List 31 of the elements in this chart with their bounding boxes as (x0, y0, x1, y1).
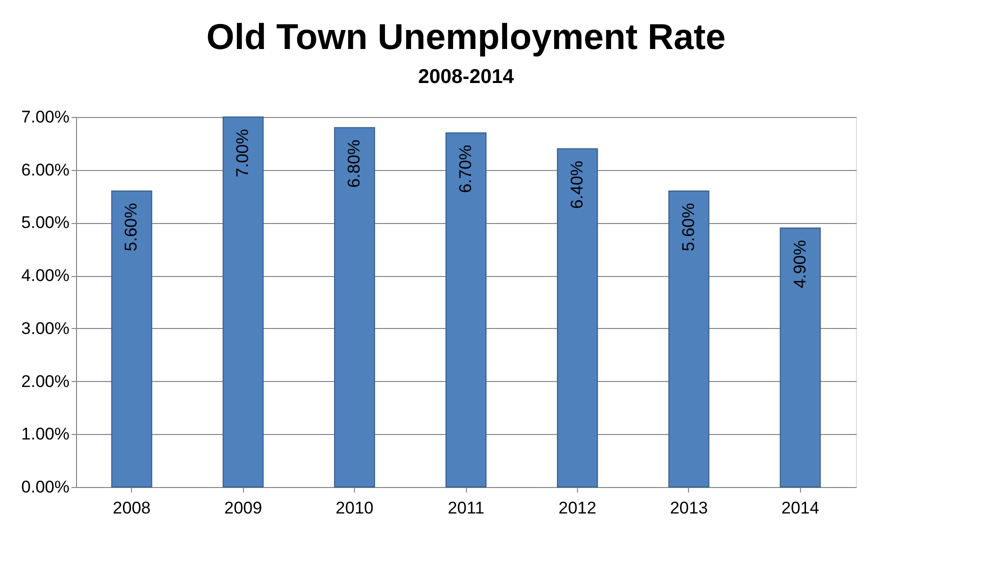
x-tick-label: 2014 (781, 498, 820, 518)
data-label: 4.90% (790, 240, 810, 288)
y-tick-label: 0.00% (21, 478, 70, 496)
x-tick-label: 2011 (448, 498, 484, 518)
bar (222, 116, 264, 488)
chart-title: Old Town Unemployment Rate (206, 16, 726, 57)
x-tick-label: 2008 (112, 498, 151, 518)
x-tick-label: 2009 (224, 498, 262, 518)
data-label: 7.00% (233, 129, 252, 178)
y-tick-label: 6.00% (21, 160, 70, 180)
bar (556, 148, 598, 488)
bar (446, 132, 486, 488)
data-label: 6.40% (567, 160, 586, 209)
data-label: 6.70% (456, 144, 475, 194)
y-tick-label: 2.00% (21, 372, 70, 391)
y-tick-label: 3.00% (21, 318, 70, 338)
bar (111, 190, 152, 488)
y-tick-label: 5.00% (21, 213, 70, 232)
bar (780, 228, 821, 488)
x-tick-label: 2012 (558, 498, 596, 518)
bar (668, 190, 710, 488)
data-label: 6.80% (344, 140, 364, 188)
x-tick-label: 2013 (670, 498, 708, 518)
chart-subtitle: 2008-2014 (418, 66, 515, 88)
x-tick-label: 2010 (336, 498, 374, 518)
y-tick-label: 4.00% (21, 266, 70, 286)
y-tick-label: 1.00% (21, 424, 70, 444)
y-tick-label: 7.00% (21, 108, 70, 126)
data-label: 5.60% (678, 203, 698, 252)
data-label: 5.60% (122, 203, 141, 252)
bar (334, 127, 376, 488)
